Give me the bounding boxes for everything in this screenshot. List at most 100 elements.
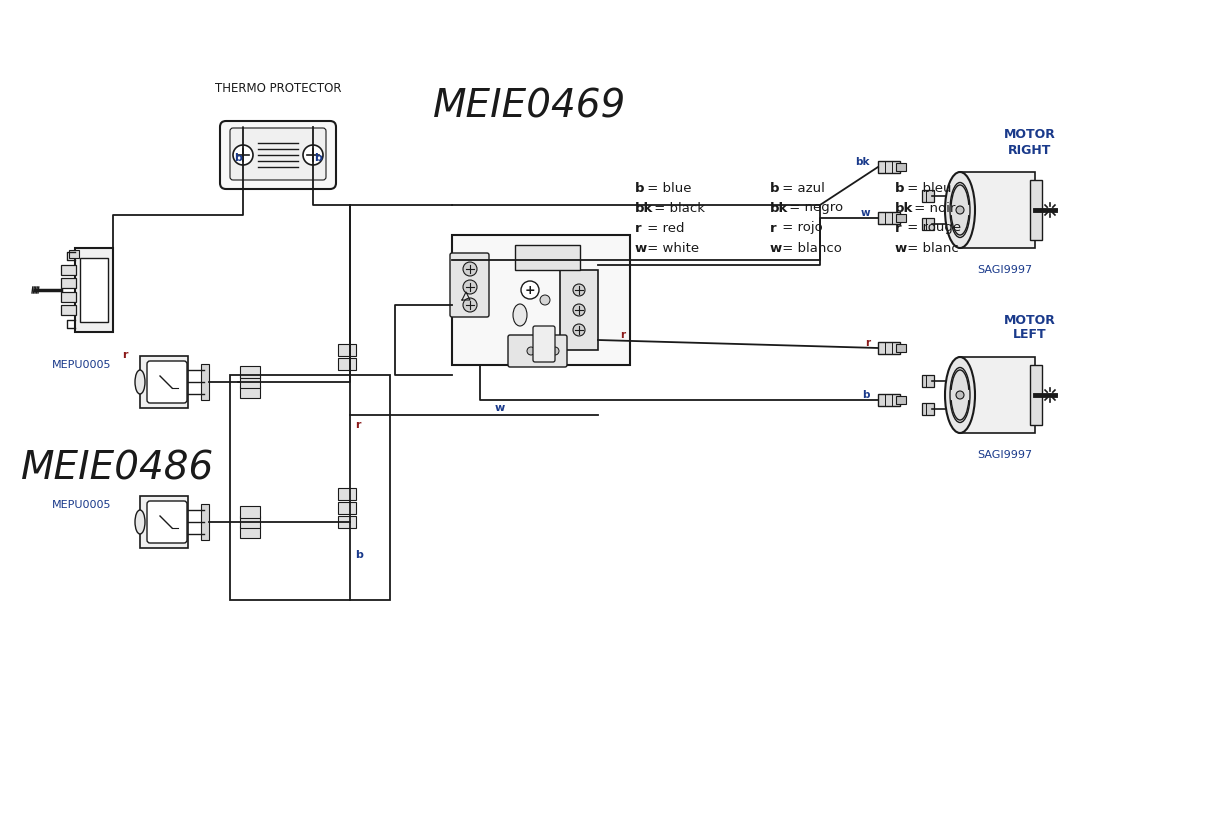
Text: b: b <box>635 181 645 195</box>
Text: b: b <box>314 153 322 163</box>
Text: MEPU0005: MEPU0005 <box>52 500 111 510</box>
Text: b: b <box>770 181 780 195</box>
Circle shape <box>956 391 964 399</box>
FancyBboxPatch shape <box>533 326 555 362</box>
Bar <box>922 190 934 202</box>
Bar <box>240 376 260 388</box>
FancyBboxPatch shape <box>231 128 326 180</box>
Ellipse shape <box>135 370 145 394</box>
Circle shape <box>463 280 477 294</box>
Text: = red: = red <box>643 221 684 234</box>
Bar <box>515 245 581 270</box>
FancyBboxPatch shape <box>147 501 187 543</box>
Bar <box>80 258 107 322</box>
Ellipse shape <box>945 172 975 248</box>
Bar <box>240 366 260 378</box>
Circle shape <box>573 304 585 316</box>
Bar <box>896 344 906 352</box>
Text: MOTOR: MOTOR <box>1004 128 1056 142</box>
Bar <box>451 235 630 365</box>
FancyBboxPatch shape <box>220 121 336 189</box>
Text: RIGHT: RIGHT <box>1008 143 1051 157</box>
Circle shape <box>552 347 559 355</box>
Text: SAGI9997: SAGI9997 <box>978 450 1032 460</box>
Text: MEPU0005: MEPU0005 <box>52 360 111 370</box>
Bar <box>240 506 260 518</box>
Bar <box>877 161 900 173</box>
Bar <box>922 375 934 387</box>
Text: = blue: = blue <box>643 181 692 195</box>
Text: w: w <box>770 242 782 254</box>
Bar <box>338 502 356 514</box>
Bar <box>338 358 356 370</box>
Bar <box>1030 180 1042 240</box>
Text: r: r <box>865 338 870 348</box>
Circle shape <box>540 347 547 355</box>
Text: w: w <box>495 403 505 413</box>
Text: = azul: = azul <box>779 181 824 195</box>
Bar <box>69 250 78 258</box>
Circle shape <box>233 145 253 165</box>
Text: = negro: = negro <box>785 201 844 215</box>
Text: b: b <box>234 153 241 163</box>
Text: w: w <box>896 242 908 254</box>
Text: bk: bk <box>770 201 788 215</box>
Ellipse shape <box>513 304 527 326</box>
Text: MEIE0469: MEIE0469 <box>433 88 626 126</box>
FancyBboxPatch shape <box>450 253 489 317</box>
Bar <box>338 344 356 356</box>
Bar <box>62 265 76 275</box>
FancyBboxPatch shape <box>147 361 187 403</box>
Text: r: r <box>355 420 361 430</box>
Ellipse shape <box>945 357 975 433</box>
Bar <box>896 214 906 222</box>
Text: b: b <box>863 390 870 400</box>
Circle shape <box>521 281 540 299</box>
Ellipse shape <box>950 183 970 237</box>
Text: MEIE0486: MEIE0486 <box>22 449 215 487</box>
Circle shape <box>573 284 585 296</box>
Text: THERMO PROTECTOR: THERMO PROTECTOR <box>215 81 342 95</box>
Bar <box>896 396 906 404</box>
Text: b: b <box>355 550 363 560</box>
Text: r: r <box>635 221 642 234</box>
Text: bk: bk <box>896 201 914 215</box>
Bar <box>62 292 76 302</box>
Bar <box>62 305 76 315</box>
Circle shape <box>540 295 550 305</box>
Bar <box>202 364 209 400</box>
Text: w: w <box>635 242 647 254</box>
Circle shape <box>527 347 535 355</box>
Bar <box>896 163 906 171</box>
Text: w: w <box>861 208 870 218</box>
Bar <box>338 488 356 500</box>
Circle shape <box>573 324 585 336</box>
Text: bk: bk <box>856 157 870 167</box>
Bar <box>1030 365 1042 425</box>
Bar <box>338 516 356 528</box>
Circle shape <box>463 262 477 276</box>
Text: = rojo: = rojo <box>779 221 823 234</box>
Bar <box>75 248 113 332</box>
Text: = noir: = noir <box>910 201 956 215</box>
Bar <box>231 375 390 600</box>
Bar <box>240 516 260 528</box>
Ellipse shape <box>135 510 145 534</box>
FancyBboxPatch shape <box>508 335 567 367</box>
Ellipse shape <box>950 367 970 423</box>
Text: = white: = white <box>643 242 699 254</box>
Text: = blanco: = blanco <box>779 242 841 254</box>
Text: = blanc: = blanc <box>903 242 958 254</box>
Text: = bleu: = bleu <box>903 181 951 195</box>
Bar <box>140 356 188 408</box>
Text: = black: = black <box>651 201 705 215</box>
Text: b: b <box>896 181 904 195</box>
Circle shape <box>956 206 964 214</box>
Text: MOTOR: MOTOR <box>1004 314 1056 326</box>
Text: r: r <box>122 350 128 360</box>
Text: SAGI9997: SAGI9997 <box>978 265 1032 275</box>
Bar <box>140 496 188 548</box>
Bar <box>922 403 934 415</box>
Bar <box>240 526 260 538</box>
Text: LEFT: LEFT <box>1013 329 1046 341</box>
